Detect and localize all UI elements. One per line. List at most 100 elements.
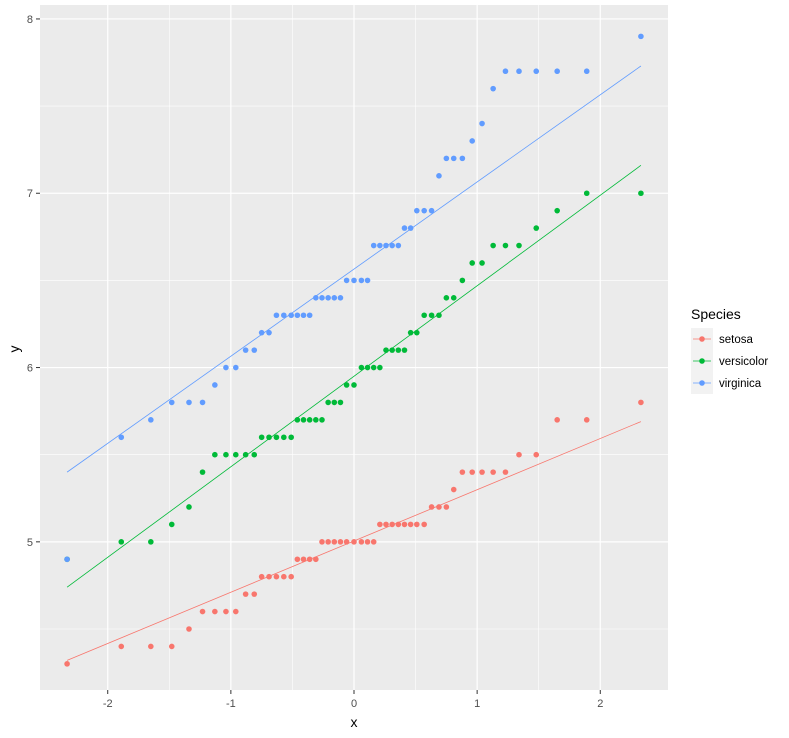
x-tick-label: 0 <box>351 698 357 710</box>
point-virginica <box>199 399 206 406</box>
point-virginica <box>351 277 357 284</box>
point-versicolor <box>395 347 402 353</box>
point-virginica <box>469 138 476 144</box>
point-virginica <box>395 242 402 249</box>
point-setosa <box>281 573 287 580</box>
point-setosa <box>533 451 540 458</box>
point-setosa <box>502 469 509 475</box>
legend: Species setosa versicolor virginica <box>691 306 768 394</box>
legend-label-versicolor: versicolor <box>719 356 768 368</box>
point-versicolor <box>223 451 229 458</box>
point-setosa <box>331 539 338 545</box>
point-setosa <box>306 556 313 563</box>
point-virginica <box>306 312 313 319</box>
point-virginica <box>273 312 280 319</box>
point-versicolor <box>364 364 371 371</box>
point-virginica <box>337 295 344 301</box>
point-versicolor <box>370 364 377 371</box>
point-virginica <box>223 364 229 371</box>
y-axis-title: y <box>6 346 22 353</box>
point-setosa <box>516 451 522 458</box>
y-axis: 5 6 7 8 <box>27 14 40 549</box>
point-virginica <box>450 155 457 162</box>
point-virginica <box>370 242 377 249</box>
x-tick-label: 1 <box>474 698 480 710</box>
point-virginica <box>533 68 540 75</box>
point-setosa <box>300 556 307 563</box>
point-versicolor <box>459 277 466 284</box>
point-virginica <box>148 417 154 423</box>
point-versicolor <box>383 347 389 353</box>
fit-line-virginica <box>66 65 642 473</box>
point-versicolor <box>273 434 280 441</box>
point-versicolor <box>258 434 265 441</box>
point-versicolor <box>421 312 427 319</box>
point-virginica <box>232 364 239 371</box>
point-setosa <box>258 573 265 580</box>
point-versicolor <box>337 399 344 406</box>
point-virginica <box>325 295 331 301</box>
point-virginica <box>294 312 301 319</box>
point-versicolor <box>186 504 192 510</box>
point-virginica <box>186 399 192 406</box>
point-setosa <box>273 573 280 580</box>
point-versicolor <box>242 451 249 458</box>
point-setosa <box>251 591 258 597</box>
legend-key-point-virginica <box>699 380 705 386</box>
point-versicolor <box>638 190 644 197</box>
point-virginica <box>212 382 218 388</box>
point-versicolor <box>469 260 476 266</box>
point-versicolor <box>313 417 319 423</box>
point-setosa <box>242 591 249 597</box>
point-versicolor <box>414 329 420 336</box>
point-setosa <box>554 417 560 423</box>
point-versicolor <box>389 347 395 353</box>
point-versicolor <box>583 190 590 197</box>
point-virginica <box>251 347 258 353</box>
point-versicolor <box>358 364 365 371</box>
point-versicolor <box>516 242 522 249</box>
point-versicolor <box>450 295 457 301</box>
point-virginica <box>300 312 307 319</box>
point-virginica <box>242 347 249 353</box>
point-versicolor <box>533 225 540 231</box>
x-axis: -2 -1 0 1 2 <box>103 690 603 710</box>
point-setosa <box>583 417 590 423</box>
point-versicolor <box>479 260 485 266</box>
point-versicolor <box>319 417 325 423</box>
point-virginica <box>389 242 395 249</box>
point-virginica <box>266 329 272 336</box>
point-versicolor <box>288 434 295 441</box>
data-points <box>64 33 644 667</box>
point-setosa <box>421 521 427 528</box>
x-tick-label: 2 <box>597 698 603 710</box>
point-setosa <box>343 539 350 545</box>
point-versicolor <box>490 242 496 249</box>
point-setosa <box>186 626 192 632</box>
point-setosa <box>223 608 229 615</box>
point-virginica <box>118 434 125 441</box>
point-setosa <box>351 539 357 545</box>
point-setosa <box>358 539 365 545</box>
point-versicolor <box>343 382 350 388</box>
point-virginica <box>459 155 466 162</box>
y-tick-label: 7 <box>27 188 33 200</box>
x-tick-label: -1 <box>226 698 236 710</box>
legend-label-virginica: virginica <box>719 378 762 390</box>
point-setosa <box>389 521 395 528</box>
point-setosa <box>64 661 70 667</box>
point-setosa <box>450 486 457 493</box>
point-virginica <box>288 312 295 319</box>
y-tick-label: 8 <box>27 14 33 26</box>
point-setosa <box>490 469 496 475</box>
point-setosa <box>313 556 319 563</box>
point-versicolor <box>554 207 560 214</box>
point-virginica <box>490 85 496 92</box>
point-versicolor <box>199 469 206 475</box>
point-virginica <box>436 173 442 179</box>
point-versicolor <box>148 539 154 545</box>
point-virginica <box>331 295 338 301</box>
point-setosa <box>370 539 377 545</box>
point-setosa <box>395 521 402 528</box>
